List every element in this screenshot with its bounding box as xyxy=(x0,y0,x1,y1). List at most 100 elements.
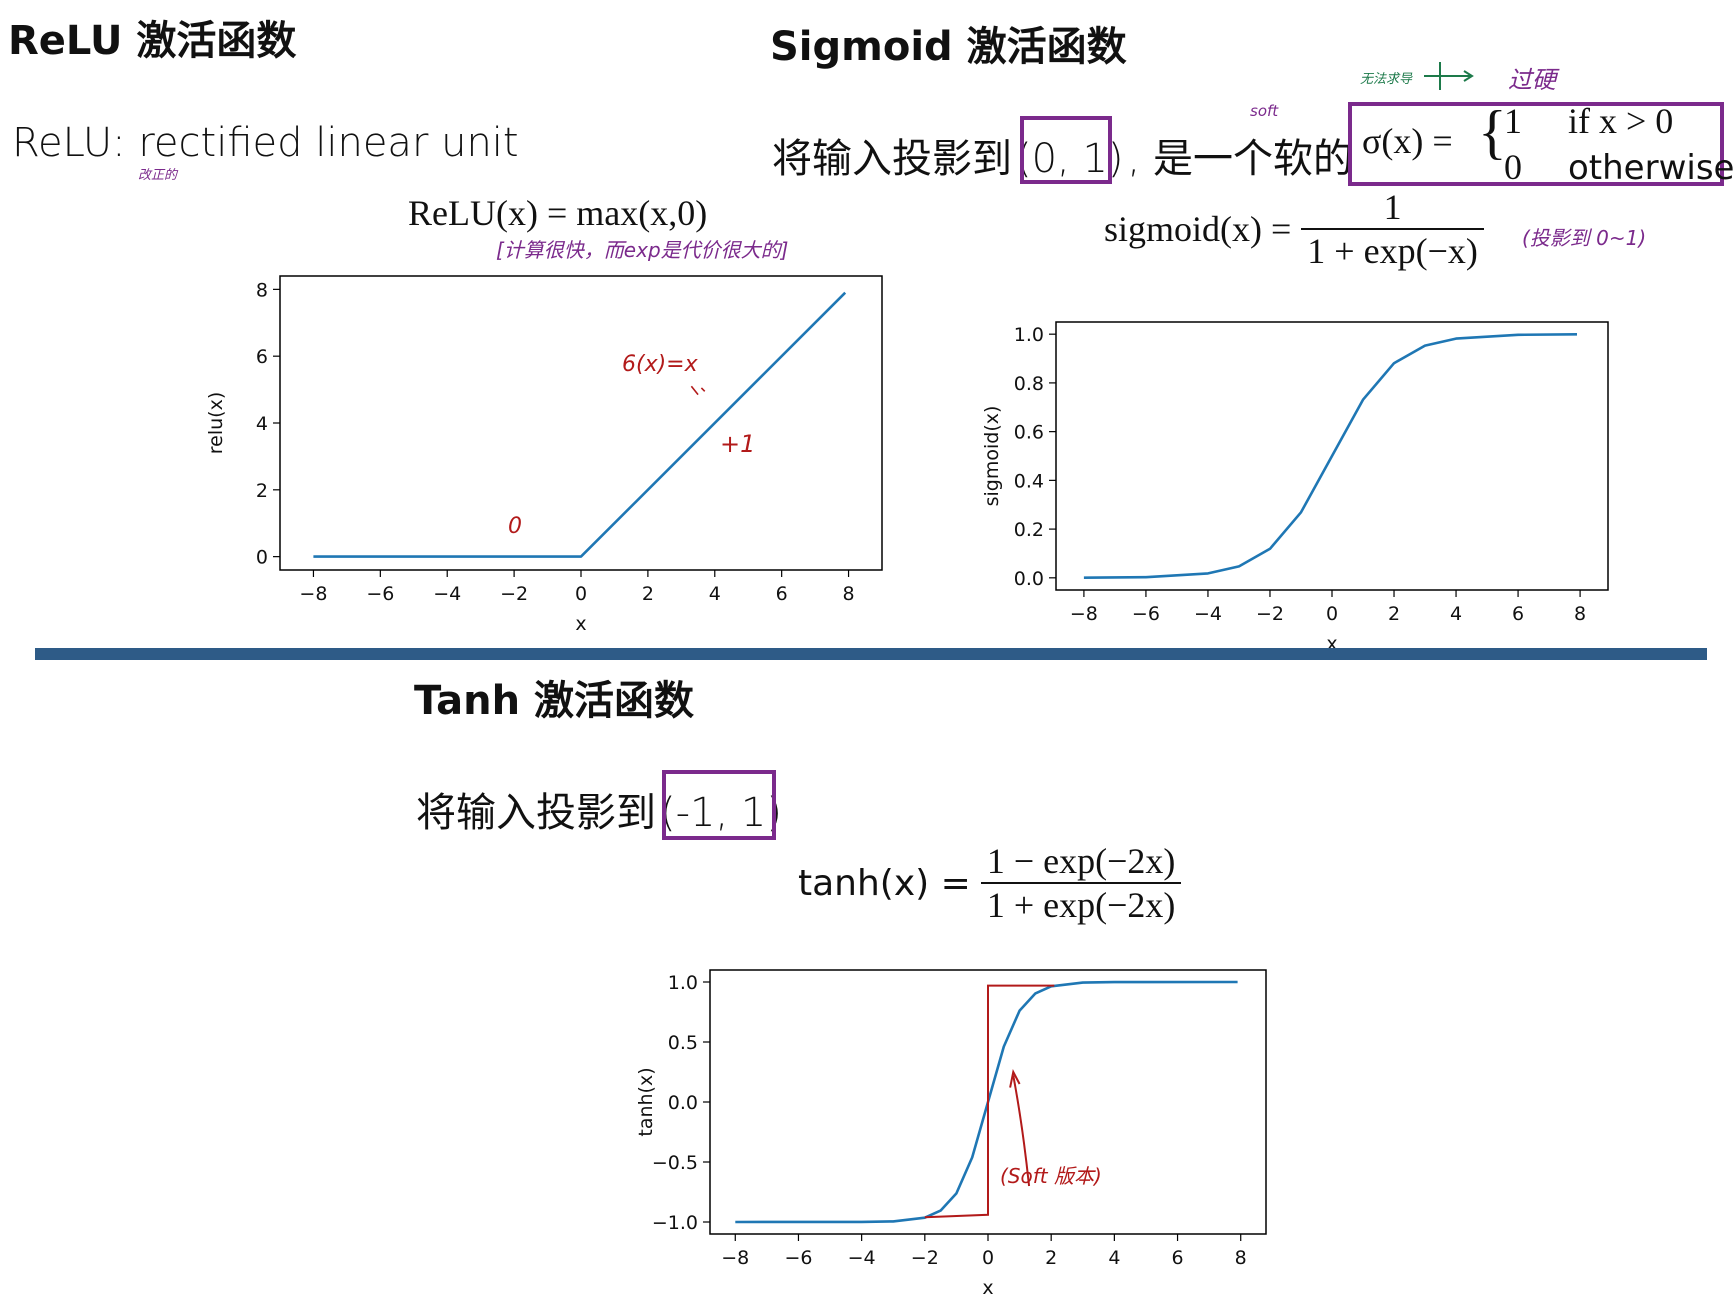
sigmoid-desc-range: (0, 1) xyxy=(1016,136,1124,182)
x-tick-label: 4 xyxy=(1108,1247,1120,1269)
series-line xyxy=(1083,333,1578,579)
x-axis-label: x xyxy=(982,1277,993,1299)
sigmoid-note-step: 无法求导 xyxy=(1360,71,1413,86)
x-tick-label: 8 xyxy=(843,583,855,605)
y-tick-label: 0.4 xyxy=(1014,470,1044,492)
y-tick-label: −1.0 xyxy=(652,1212,698,1234)
y-tick-label: 6 xyxy=(256,346,268,368)
x-tick-label: 2 xyxy=(1045,1247,1057,1269)
x-tick-label: −4 xyxy=(1194,603,1222,625)
x-tick-label: 4 xyxy=(709,583,721,605)
hand-step-sketch xyxy=(924,984,1055,1219)
piece2-val: 0 xyxy=(1504,147,1522,187)
sigmoid-formula: sigmoid(x) = 1 1 + exp(−x) xyxy=(1104,186,1484,272)
x-tick-label: 0 xyxy=(575,583,587,605)
tanh-formula: tanh(x) = 1 − exp(−2x) 1 + exp(−2x) xyxy=(798,840,1182,926)
fraction-bar xyxy=(1301,228,1484,230)
step-sketch-icon xyxy=(1424,62,1474,90)
y-tick-label: 0.0 xyxy=(668,1092,698,1114)
sigmoid-range-highlight-box xyxy=(1020,116,1112,184)
x-axis-label: x xyxy=(1326,633,1337,648)
y-tick-label: 0.5 xyxy=(668,1032,698,1054)
section-divider xyxy=(35,648,1707,660)
x-tick-label: 8 xyxy=(1574,603,1586,625)
y-tick-label: 0.0 xyxy=(1014,568,1044,590)
tanh-chart: −8 −6 −4 −2 0 2 4 6 8 −1.0 −0.5 0.0 0.5 1.0 x tanh(x) xyxy=(635,969,1267,1299)
x-tick-label: 6 xyxy=(776,583,788,605)
y-axis-label: tanh(x) xyxy=(635,1067,657,1136)
x-tick-label: −2 xyxy=(500,583,528,605)
y-tick-label: −0.5 xyxy=(652,1152,698,1174)
sigmoid-formula-lhs: sigmoid(x) = xyxy=(1104,209,1292,249)
tanh-desc-prefix: 将输入投影到 xyxy=(416,790,656,836)
x-tick-label: −6 xyxy=(1132,603,1160,625)
x-tick-label: 2 xyxy=(1388,603,1400,625)
x-axis-label: x xyxy=(575,613,586,635)
x-tick-label: 6 xyxy=(1171,1247,1183,1269)
series-line xyxy=(735,980,1238,1224)
y-axis-label: relu(x) xyxy=(205,392,227,454)
sigmoid-note-hard: 过硬 xyxy=(1508,66,1556,94)
y-tick-label: 0 xyxy=(256,547,268,569)
x-tick-label: −2 xyxy=(911,1247,939,1269)
x-tick-label: 8 xyxy=(1235,1247,1247,1269)
relu-formula: ReLU(x) = max(x,0) xyxy=(408,193,708,233)
piecewise-brace-icon: { xyxy=(1478,99,1507,165)
piece1-cond: if x > 0 xyxy=(1568,101,1674,141)
y-tick-label: 0.6 xyxy=(1014,422,1044,444)
x-tick-label: −2 xyxy=(1256,603,1284,625)
x-tick-label: 4 xyxy=(1450,603,1462,625)
sigmoid-note-soft: soft xyxy=(1250,102,1279,120)
piece1-val: 1 xyxy=(1504,101,1522,141)
y-tick-label: 8 xyxy=(256,279,268,301)
sigmoid-formula-num: 1 xyxy=(1383,187,1402,227)
tanh-desc-range: (-1, 1) xyxy=(660,790,782,836)
tanh-formula-num: 1 − exp(−2x) xyxy=(986,841,1176,881)
tanh-heading: Tanh 激活函数 xyxy=(414,678,694,724)
relu-heading: ReLU 激活函数 xyxy=(8,18,297,64)
relu-definition: ReLU: rectified linear unit xyxy=(12,120,519,166)
relu-handwritten-note: [计算很快，而exp是代价很大的] xyxy=(496,238,789,262)
tanh-formula-lhs: tanh(x) = xyxy=(798,862,971,904)
x-tick-label: −6 xyxy=(784,1247,812,1269)
tanh-formula-den: 1 + exp(−2x) xyxy=(986,885,1176,925)
x-tick-label: 6 xyxy=(1512,603,1524,625)
x-tick-label: 0 xyxy=(982,1247,994,1269)
relu-note-under: 改正的 xyxy=(138,168,178,183)
tanh-range-highlight-box xyxy=(662,770,776,840)
y-tick-label: 1.0 xyxy=(668,972,698,994)
x-tick-label: 0 xyxy=(1326,603,1338,625)
sigmoid-chart: −8 −6 −4 −2 0 2 4 6 8 0.0 0.2 0.4 0.6 0.8 1.0 x sigmoid(… xyxy=(981,321,1609,648)
y-tick-label: 1.0 xyxy=(1014,324,1044,346)
plot-frame xyxy=(279,275,883,571)
sigmoid-heading: Sigmoid 激活函数 xyxy=(770,24,1127,70)
y-tick-label: 0.2 xyxy=(1014,519,1044,541)
piecewise-highlight-box xyxy=(1348,102,1724,186)
relu-chart: −8 −6 −4 −2 0 2 4 6 8 0 2 4 6 8 x relu(x) xyxy=(205,275,883,635)
hand-tick-marks xyxy=(690,385,706,396)
sigmoid-desc-prefix: 将输入投影到 xyxy=(772,136,1012,182)
x-tick-label: −4 xyxy=(433,583,461,605)
y-tick-label: 0.8 xyxy=(1014,373,1044,395)
sigmoid-formula-note: (投影到 0~1) xyxy=(1522,226,1647,250)
sigmoid-description: 将输入投影到 (0, 1), 是一个软的 xyxy=(772,126,1353,184)
series-line xyxy=(313,291,847,558)
x-tick-label: −4 xyxy=(848,1247,876,1269)
y-tick-label: 2 xyxy=(256,480,268,502)
piece2-cond: otherwise xyxy=(1568,148,1733,188)
relu-annot-plus1: +1 xyxy=(720,430,756,458)
piecewise-row2: 0 otherwise xyxy=(1504,146,1733,188)
piecewise-lhs: σ(x) = xyxy=(1362,121,1453,161)
relu-annot-sigma: 6(x)=x xyxy=(622,352,698,377)
piecewise-row1: 1 if x > 0 xyxy=(1504,100,1673,142)
x-tick-label: −6 xyxy=(366,583,394,605)
x-tick-label: −8 xyxy=(299,583,327,605)
fraction-bar xyxy=(980,882,1182,884)
tanh-annot: (Soft 版本) xyxy=(1000,1164,1102,1188)
x-tick-label: −8 xyxy=(721,1247,749,1269)
sigmoid-formula-den: 1 + exp(−x) xyxy=(1307,231,1478,271)
arrow-head-icon xyxy=(1009,1069,1021,1088)
x-tick-label: −8 xyxy=(1070,603,1098,625)
sigmoid-desc-suffix: , 是一个软的 xyxy=(1127,136,1353,182)
y-axis-label: sigmoid(x) xyxy=(981,406,1003,507)
